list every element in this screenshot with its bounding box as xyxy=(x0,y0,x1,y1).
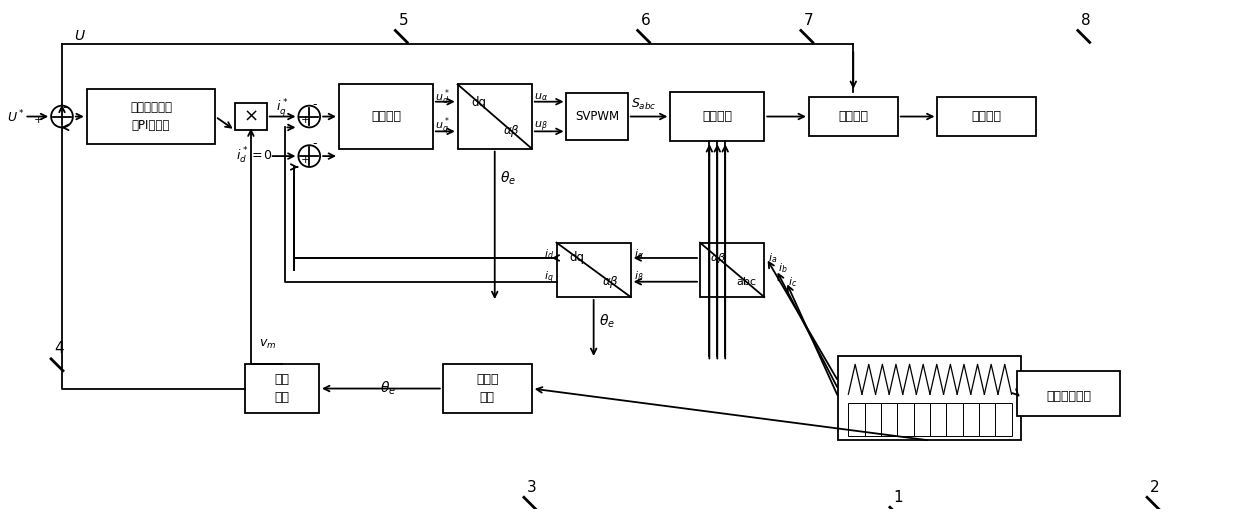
Bar xyxy=(880,402,898,436)
Bar xyxy=(246,364,319,413)
Bar xyxy=(443,364,532,413)
Text: $i_a$: $i_a$ xyxy=(769,251,777,265)
Text: $\theta_e$: $\theta_e$ xyxy=(381,380,397,397)
Text: 蓄电池组: 蓄电池组 xyxy=(972,110,1002,123)
Text: +: + xyxy=(300,115,310,125)
Text: dq: dq xyxy=(570,251,585,264)
Bar xyxy=(671,92,764,141)
Text: $i_d$: $i_d$ xyxy=(543,247,553,261)
Text: SVPWM: SVPWM xyxy=(575,110,619,123)
Text: -: - xyxy=(312,98,316,111)
Text: -: - xyxy=(63,101,67,114)
Bar xyxy=(864,402,880,436)
Text: ×: × xyxy=(243,108,258,125)
Text: 斯特林发动机: 斯特林发动机 xyxy=(1047,390,1091,403)
Text: 速度: 速度 xyxy=(274,373,290,386)
Circle shape xyxy=(299,145,320,167)
Text: $U^*$: $U^*$ xyxy=(6,108,25,125)
Text: $i_b$: $i_b$ xyxy=(779,261,787,275)
Bar xyxy=(557,243,631,297)
Text: -: - xyxy=(312,137,316,150)
Bar xyxy=(339,84,433,148)
Bar xyxy=(838,356,1022,440)
Bar xyxy=(914,402,930,436)
Bar xyxy=(87,89,216,144)
Circle shape xyxy=(299,105,320,127)
Text: $\alpha\beta$: $\alpha\beta$ xyxy=(502,123,520,139)
Text: $i_\alpha$: $i_\alpha$ xyxy=(634,247,644,261)
Bar xyxy=(898,402,914,436)
Bar xyxy=(236,103,267,131)
Text: 2: 2 xyxy=(1151,480,1159,495)
Text: $\alpha\beta$: $\alpha\beta$ xyxy=(711,251,727,265)
Text: $\theta_e$: $\theta_e$ xyxy=(599,313,615,330)
Bar xyxy=(458,84,532,148)
Text: 4: 4 xyxy=(55,342,63,356)
Text: $u_q^*$: $u_q^*$ xyxy=(435,115,450,138)
Text: 整流电路: 整流电路 xyxy=(702,110,733,123)
Text: $S_{abc}$: $S_{abc}$ xyxy=(631,97,656,112)
Text: $u_\beta$: $u_\beta$ xyxy=(533,119,548,134)
Bar xyxy=(946,402,962,436)
Bar xyxy=(567,93,627,140)
Text: 3: 3 xyxy=(527,480,537,495)
Bar xyxy=(1017,371,1121,416)
Bar xyxy=(808,97,898,136)
Text: $i_c$: $i_c$ xyxy=(787,275,797,289)
Bar xyxy=(996,402,1012,436)
Bar xyxy=(937,97,1037,136)
Bar xyxy=(930,402,946,436)
Text: abc: abc xyxy=(737,277,756,287)
Text: $i_q$: $i_q$ xyxy=(544,269,553,286)
Text: $i_q^*$: $i_q^*$ xyxy=(277,97,289,119)
Text: 1: 1 xyxy=(893,490,903,505)
Text: $v_m$: $v_m$ xyxy=(259,337,277,351)
Text: $\alpha\beta$: $\alpha\beta$ xyxy=(601,274,619,290)
Text: dq: dq xyxy=(471,96,486,109)
Text: 8: 8 xyxy=(1081,13,1090,28)
Text: $i_\beta$: $i_\beta$ xyxy=(634,269,644,286)
Text: +: + xyxy=(300,155,310,165)
Bar xyxy=(962,402,978,436)
Text: $i_d^*=0$: $i_d^*=0$ xyxy=(237,146,273,166)
Text: 计算: 计算 xyxy=(274,391,290,404)
Text: $\theta_e$: $\theta_e$ xyxy=(500,169,516,187)
Text: 解耦控制: 解耦控制 xyxy=(371,110,401,123)
Text: 7: 7 xyxy=(804,13,813,28)
Bar xyxy=(701,243,764,297)
Text: 计算: 计算 xyxy=(480,391,495,404)
Text: 电角度: 电角度 xyxy=(476,373,498,386)
Text: 参数自整定模: 参数自整定模 xyxy=(130,101,172,114)
Circle shape xyxy=(51,105,73,127)
Text: 6: 6 xyxy=(641,13,651,28)
Text: 直流母线: 直流母线 xyxy=(838,110,868,123)
Bar xyxy=(848,402,864,436)
Text: 5: 5 xyxy=(398,13,408,28)
Text: +: + xyxy=(33,116,43,125)
Text: $U$: $U$ xyxy=(74,29,86,44)
Text: $u_\alpha$: $u_\alpha$ xyxy=(533,91,548,102)
Text: 糊PI控制器: 糊PI控制器 xyxy=(131,119,170,132)
Text: $u_d^*$: $u_d^*$ xyxy=(435,87,450,106)
Bar xyxy=(978,402,996,436)
